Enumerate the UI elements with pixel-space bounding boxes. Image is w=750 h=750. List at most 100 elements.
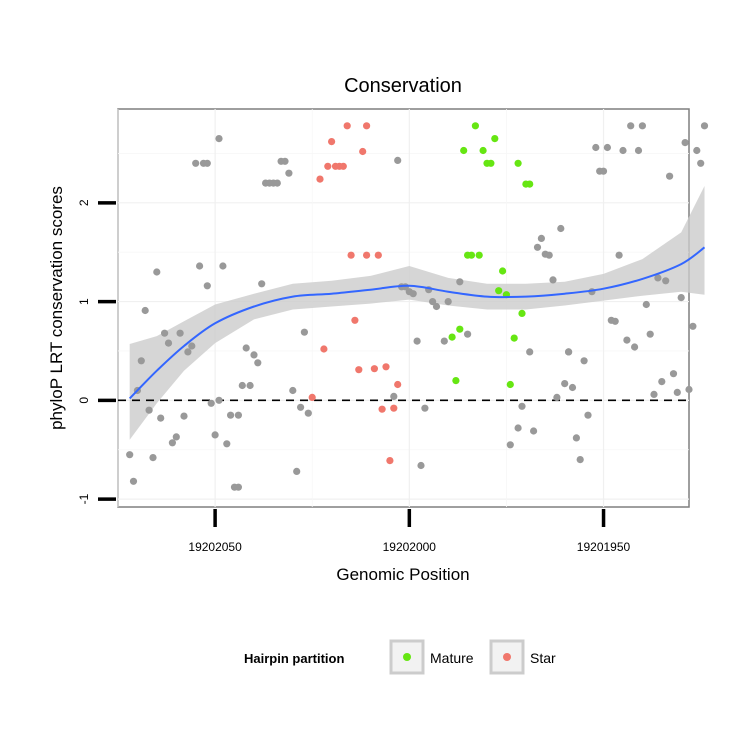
point-other	[685, 385, 693, 394]
legend-title: Hairpin partition	[244, 651, 344, 666]
point-other	[188, 342, 196, 350]
x-tick-label: 19202050	[188, 540, 242, 554]
point-other	[693, 146, 701, 155]
point-star	[355, 366, 363, 374]
point-other	[537, 234, 546, 242]
point-mature	[460, 146, 468, 155]
point-mature	[510, 334, 518, 342]
point-other	[409, 290, 417, 298]
point-star	[378, 405, 386, 413]
point-other	[619, 146, 627, 155]
point-other	[297, 403, 305, 411]
point-other	[215, 135, 223, 143]
point-other	[545, 251, 553, 259]
point-other	[576, 456, 584, 464]
y-tick-label: 1	[77, 298, 91, 305]
point-other	[227, 411, 235, 419]
point-other	[293, 467, 301, 475]
point-star	[359, 147, 367, 156]
x-axis-label: Genomic Position	[336, 565, 469, 584]
point-other	[565, 348, 573, 356]
point-other	[176, 329, 184, 337]
point-other	[234, 483, 242, 491]
point-other	[203, 282, 211, 290]
point-other	[533, 243, 542, 251]
point-other	[126, 451, 134, 459]
point-other	[514, 424, 522, 432]
smooth-confidence-band	[129, 186, 705, 440]
point-mature	[491, 135, 499, 143]
point-mature	[467, 251, 476, 259]
legend: Hairpin partition Mature Star	[244, 639, 556, 675]
x-tick-label: 19202000	[383, 540, 437, 554]
point-other	[161, 329, 169, 337]
point-other	[129, 477, 138, 485]
point-other	[673, 388, 681, 396]
point-mature	[456, 325, 464, 333]
point-other	[203, 159, 211, 167]
point-other	[530, 427, 538, 435]
point-other	[697, 159, 705, 167]
point-star	[343, 122, 351, 130]
point-mature	[499, 267, 507, 275]
point-other	[666, 172, 674, 180]
point-star	[382, 363, 390, 371]
point-other	[669, 370, 678, 378]
point-mature	[495, 287, 503, 295]
point-mature	[471, 122, 479, 130]
point-star	[394, 380, 402, 389]
point-star	[339, 162, 347, 170]
point-other	[603, 143, 612, 152]
point-other	[623, 336, 631, 344]
point-other	[662, 277, 670, 285]
y-tick-label: 0	[77, 397, 91, 404]
point-other	[561, 380, 569, 388]
point-other	[180, 412, 188, 420]
point-other	[631, 343, 639, 351]
point-other	[172, 433, 180, 441]
point-other	[273, 179, 281, 187]
point-other	[281, 157, 289, 165]
point-star	[308, 393, 316, 401]
point-other	[650, 390, 658, 398]
point-other	[196, 262, 204, 270]
point-other	[168, 439, 176, 447]
point-other	[215, 396, 223, 404]
point-other	[289, 386, 297, 395]
point-other	[611, 317, 619, 325]
point-other	[681, 139, 689, 147]
point-other	[506, 441, 514, 449]
point-mature	[452, 377, 460, 385]
legend-label-star: Star	[530, 650, 556, 666]
point-star	[363, 251, 371, 259]
y-tick-label: 2	[77, 199, 91, 206]
point-other	[413, 337, 421, 345]
point-other	[627, 122, 635, 130]
legend-label-mature: Mature	[430, 650, 474, 666]
legend-key-star-dot	[503, 653, 511, 661]
axis-ticks: -1 0 1 2 19202050 19202000 19201950	[77, 199, 631, 554]
point-other	[456, 278, 464, 286]
point-other	[646, 330, 654, 338]
y-tick-label: -1	[77, 493, 91, 504]
point-other	[390, 392, 398, 400]
point-other	[234, 411, 242, 419]
point-other	[526, 348, 534, 356]
point-other	[164, 339, 173, 347]
point-other	[568, 383, 577, 392]
point-other	[440, 337, 448, 345]
point-mature	[448, 333, 456, 341]
point-other	[137, 357, 145, 365]
point-other	[192, 159, 200, 167]
chart-title: Conservation	[344, 75, 462, 97]
point-other	[304, 409, 312, 417]
point-other	[211, 431, 219, 439]
point-other	[642, 300, 650, 309]
point-star	[386, 457, 394, 465]
point-star	[363, 122, 371, 130]
point-star	[324, 162, 332, 170]
point-other	[549, 276, 557, 284]
point-star	[347, 251, 355, 259]
point-other	[145, 406, 153, 414]
point-other	[580, 357, 588, 365]
